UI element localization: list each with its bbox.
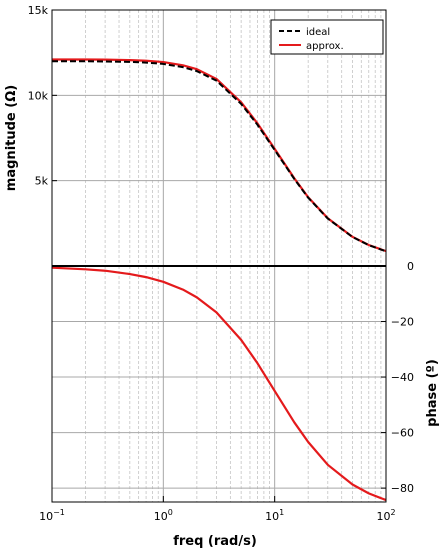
- y-tick-label: 0: [407, 260, 414, 273]
- series-line-ideal: [51, 60, 387, 253]
- phase-series: [51, 266, 387, 502]
- legend: ideal approx.: [270, 19, 384, 55]
- y-tick-label: −80: [391, 482, 414, 495]
- legend-label-ideal: ideal: [306, 27, 330, 38]
- magnitude-axis-label: magnitude (Ω): [4, 85, 19, 191]
- phase-y-ticks: 0 −20 −40 −60 −80: [381, 260, 414, 495]
- phase-panel: 0 −20 −40 −60 −80 phase (º): [51, 260, 440, 502]
- legend-box: [270, 19, 384, 55]
- x-tick-label: 10−1: [39, 508, 65, 523]
- magnitude-series: [51, 58, 387, 253]
- x-tick-label: 101: [265, 508, 284, 523]
- y-tick-label: 5k: [35, 175, 49, 188]
- y-tick-label: −20: [391, 316, 414, 329]
- y-tick-label: 10k: [28, 89, 49, 102]
- series-line-phase: [51, 266, 387, 502]
- magnitude-panel: 5k 10k 15k magnitude (Ω) ideal approx.: [4, 4, 387, 266]
- phase-axis-label: phase (º): [425, 359, 440, 427]
- x-tick-label: 100: [154, 508, 173, 523]
- phase-frame: [51, 265, 387, 503]
- x-tick-label: 102: [376, 508, 395, 523]
- y-tick-label: 15k: [28, 4, 49, 17]
- legend-label-approx: approx.: [306, 41, 344, 52]
- series-line-approx: [51, 58, 387, 253]
- plot-frames: [51, 9, 387, 503]
- y-tick-label: −60: [391, 427, 414, 440]
- phase-grid: [52, 266, 386, 502]
- frequency-x-ticks: 10−1 100 101 102: [39, 496, 396, 523]
- frequency-axis-label: freq (rad/s): [173, 534, 257, 549]
- y-tick-label: −40: [391, 371, 414, 384]
- magnitude-y-ticks: 5k 10k 15k: [28, 4, 57, 188]
